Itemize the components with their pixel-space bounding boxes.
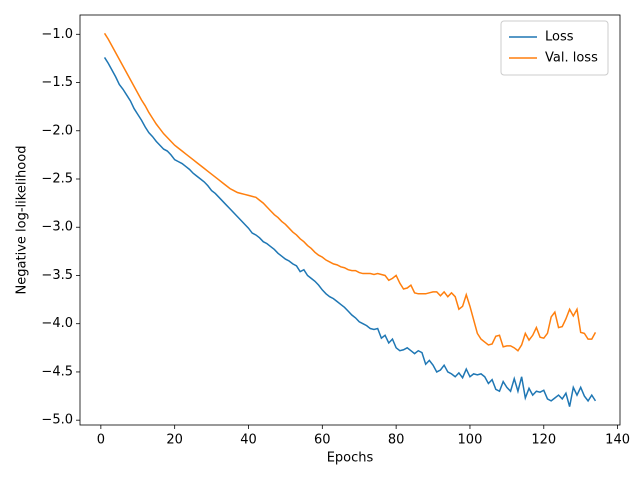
y-tick-label: −4.0 — [41, 316, 73, 331]
legend-label: Loss — [545, 30, 574, 45]
x-tick-label: 60 — [314, 433, 331, 448]
y-tick-label: −2.5 — [41, 172, 73, 187]
y-tick-label: −1.5 — [41, 75, 73, 90]
line-series — [103, 57, 597, 407]
x-tick-label: 80 — [388, 433, 405, 448]
y-tick-label: −1.0 — [41, 27, 73, 42]
x-tick-label: 140 — [605, 433, 630, 448]
y-tick-label: −4.5 — [41, 364, 73, 379]
legend-label: Val. loss — [545, 51, 598, 66]
y-tick-label: −3.5 — [41, 268, 73, 283]
x-tick-label: 40 — [240, 433, 257, 448]
x-axis-label: Epochs — [327, 451, 374, 466]
y-tick-label: −3.0 — [41, 220, 73, 235]
plot-frame — [79, 14, 621, 426]
y-tick-label: −2.0 — [41, 123, 73, 138]
y-tick-label: −5.0 — [41, 413, 73, 428]
x-tick-label: 20 — [166, 433, 183, 448]
legend-box — [500, 20, 609, 76]
y-axis-label: Negative log-likelihood — [15, 146, 30, 295]
x-tick-label: 0 — [97, 433, 105, 448]
line-series — [103, 32, 597, 352]
x-tick-label: 120 — [531, 433, 556, 448]
x-tick-label: 100 — [458, 433, 483, 448]
